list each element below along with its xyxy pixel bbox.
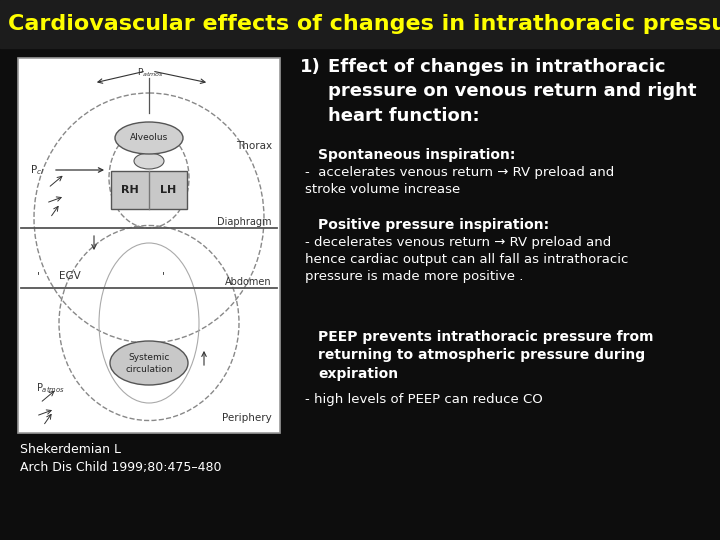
- Text: -  accelerates venous return → RV preload and
stroke volume increase: - accelerates venous return → RV preload…: [305, 166, 614, 196]
- Text: - high levels of PEEP can reduce CO: - high levels of PEEP can reduce CO: [305, 393, 543, 406]
- Text: P$_{atmos}$: P$_{atmos}$: [138, 67, 164, 79]
- Text: Diaphragm: Diaphragm: [217, 217, 272, 227]
- Text: ': ': [37, 271, 40, 281]
- Text: P$_{cl}$: P$_{cl}$: [30, 163, 45, 177]
- Text: EGV: EGV: [59, 271, 81, 281]
- Text: ': ': [161, 271, 165, 281]
- Text: Periphery: Periphery: [222, 413, 272, 423]
- Text: LH: LH: [160, 185, 176, 195]
- Ellipse shape: [110, 341, 188, 385]
- Text: Shekerdemian L
Arch Dis Child 1999;80:475–480: Shekerdemian L Arch Dis Child 1999;80:47…: [20, 443, 222, 474]
- Text: PEEP prevents intrathoracic pressure from
returning to atmospheric pressure duri: PEEP prevents intrathoracic pressure fro…: [318, 330, 654, 381]
- Text: - decelerates venous return → RV preload and
hence cardiac output can all fall a: - decelerates venous return → RV preload…: [305, 236, 629, 283]
- Text: P$_{atmos}$: P$_{atmos}$: [36, 381, 65, 395]
- Text: Systemic: Systemic: [128, 353, 170, 361]
- Ellipse shape: [115, 122, 183, 154]
- Text: circulation: circulation: [125, 366, 173, 375]
- Text: 1): 1): [300, 58, 320, 76]
- Text: Effect of changes in intrathoracic
pressure on venous return and right
heart fun: Effect of changes in intrathoracic press…: [328, 58, 696, 125]
- Bar: [0, 0, 720, 48]
- Bar: [111, 171, 187, 209]
- Text: Positive pressure inspiration:: Positive pressure inspiration:: [318, 218, 549, 232]
- Text: Alveolus: Alveolus: [130, 133, 168, 143]
- Text: Cardiovascular effects of changes in intrathoracic pressure: Cardiovascular effects of changes in int…: [8, 14, 720, 34]
- Bar: [18, 58, 280, 433]
- Text: RH: RH: [121, 185, 139, 195]
- Text: Abdomen: Abdomen: [225, 277, 272, 287]
- Text: Thorax: Thorax: [236, 141, 272, 151]
- Text: Spontaneous inspiration:: Spontaneous inspiration:: [318, 148, 516, 162]
- Ellipse shape: [134, 153, 164, 169]
